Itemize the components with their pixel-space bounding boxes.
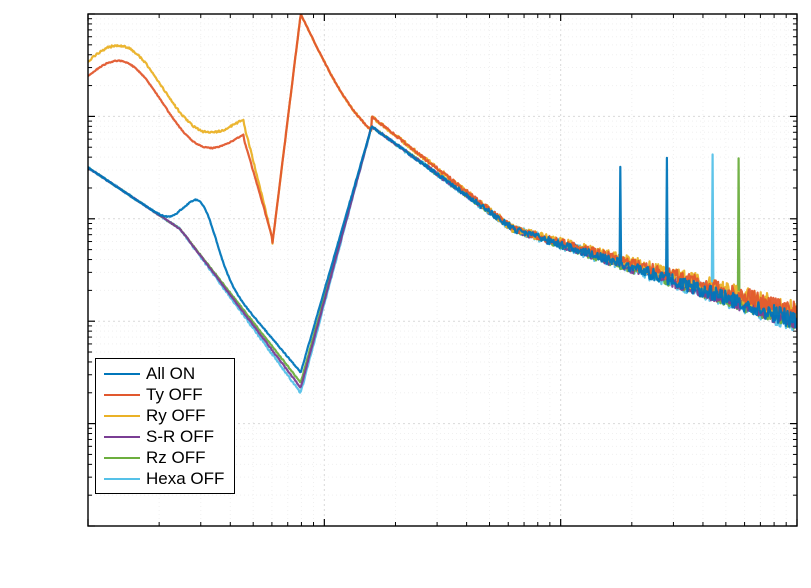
legend-label: Rz OFF xyxy=(146,448,206,468)
legend-swatch-icon xyxy=(104,457,140,459)
legend-label: All ON xyxy=(146,364,195,384)
legend-item: Rz OFF xyxy=(104,447,224,468)
legend-swatch-icon xyxy=(104,415,140,417)
legend-swatch-icon xyxy=(104,436,140,438)
legend-label: Hexa OFF xyxy=(146,469,224,489)
chart-container: All ON Ty OFF Ry OFF S-R OFF Rz OFF Hexa… xyxy=(0,0,811,588)
legend-item: All ON xyxy=(104,363,224,384)
legend-swatch-icon xyxy=(104,394,140,396)
chart-svg xyxy=(0,0,811,588)
legend-item: Ry OFF xyxy=(104,405,224,426)
legend-label: S-R OFF xyxy=(146,427,214,447)
legend-label: Ry OFF xyxy=(146,406,206,426)
legend-item: S-R OFF xyxy=(104,426,224,447)
legend-swatch-icon xyxy=(104,478,140,480)
legend-swatch-icon xyxy=(104,373,140,375)
legend-item: Hexa OFF xyxy=(104,468,224,489)
legend-label: Ty OFF xyxy=(146,385,203,405)
legend: All ON Ty OFF Ry OFF S-R OFF Rz OFF Hexa… xyxy=(95,358,235,494)
legend-item: Ty OFF xyxy=(104,384,224,405)
